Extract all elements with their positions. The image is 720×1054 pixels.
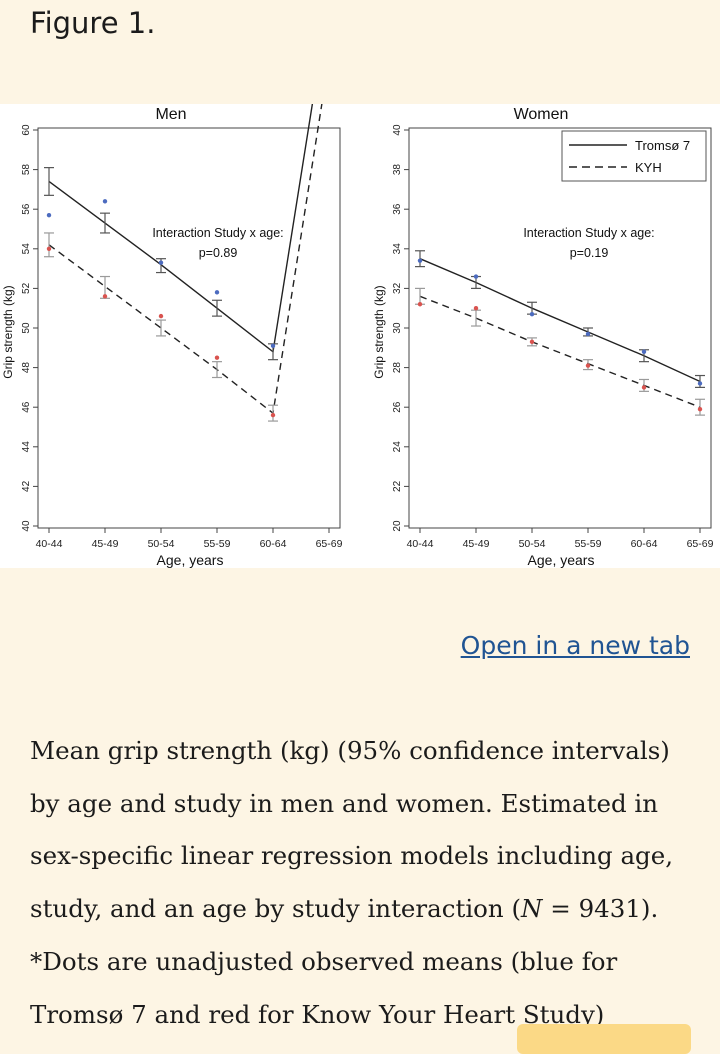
men-series-kyh-observed-dot — [270, 412, 276, 418]
women-x-tick-label: 55-59 — [575, 538, 602, 550]
women-annotation: Interaction Study x age: p=0.19 — [523, 226, 654, 260]
men-y-tick-label: 46 — [21, 401, 32, 413]
figure-caption: Mean grip strength (kg) (95% confidence … — [30, 725, 690, 1041]
open-in-new-tab-link[interactable]: Open in a new tab — [460, 631, 690, 660]
men-series-kyh-line — [48, 104, 323, 415]
men-series-tromso-observed-dot — [46, 212, 52, 218]
men-x-tick-label: 60-64 — [260, 538, 287, 550]
women-y-axis-label: Grip strength (kg) — [372, 285, 386, 378]
men-y-tick-label: 52 — [21, 282, 32, 294]
legend-label-tromso: Tromsø 7 — [635, 138, 690, 153]
women-y-tick-label: 24 — [392, 441, 403, 453]
women-y-tick-label: 30 — [392, 322, 403, 334]
men-y-tick-label: 40 — [21, 520, 32, 532]
women-series-tromso-line — [419, 258, 701, 383]
men-x-axis-label: Age, years — [157, 552, 224, 568]
women-series-kyh-observed-dot — [417, 302, 423, 307]
women-x-axis-label: Age, years — [528, 552, 595, 568]
women-x-tick-label: 50-54 — [519, 538, 546, 550]
men-series-tromso-observed-dot — [102, 199, 108, 204]
men-plot-area: 40 42 44 46 48 50 52 54 56 58 60 40-44 45-49 50-54 55-… — [21, 104, 343, 550]
men-y-tick-label: 56 — [21, 203, 32, 215]
men-series-tromso-observed-dot — [214, 290, 220, 295]
women-y-tick-label: 34 — [392, 243, 403, 255]
men-plot-frame — [37, 127, 341, 529]
women-series-kyh-line — [419, 295, 701, 408]
women-series-tromso-observed-dot — [585, 331, 591, 337]
women-series-kyh-observed-dot — [585, 363, 591, 368]
women-series-kyh-observed-dot — [697, 406, 703, 412]
men-x-tick-label: 55-59 — [204, 538, 231, 550]
men-y-tick-label: 48 — [21, 362, 32, 374]
women-series-tromso-observed-dot — [417, 258, 423, 263]
caption-text-part-2: = 9431). *Dots are unadjusted observed m… — [30, 894, 659, 1029]
men-series-kyh-observed-dot — [214, 355, 220, 360]
men-y-tick-label: 50 — [21, 322, 32, 334]
men-chart: Men Grip strength (kg) Age, years Intera… — [1, 104, 343, 568]
men-series-tromso-line — [48, 104, 314, 354]
men-x-tick-label: 50-54 — [148, 538, 175, 550]
caption-text-part-1: Mean grip strength (kg) (95% confidence … — [30, 736, 674, 924]
men-series-tromso-observed-dot — [158, 260, 164, 265]
women-series-tromso-observed-dot — [641, 349, 647, 354]
women-y-tick-label: 38 — [392, 164, 403, 176]
women-series-kyh-observed-dot — [529, 339, 535, 345]
men-x-tick-label: 65-69 — [316, 538, 343, 550]
women-y-tick-label: 22 — [392, 480, 403, 492]
women-x-tick-label: 65-69 — [687, 538, 714, 550]
legend-label-kyh: KYH — [635, 160, 662, 175]
men-y-tick-label: 42 — [21, 480, 32, 492]
women-x-tick-label: 40-44 — [407, 538, 434, 550]
women-series-kyh-observed-dot — [473, 306, 479, 311]
women-chart-title: Women — [514, 106, 569, 123]
legend-box — [561, 130, 707, 182]
women-annotation-line-1: Interaction Study x age: — [523, 226, 654, 240]
women-y-tick-label: 20 — [392, 520, 403, 532]
men-series-tromso-observed-dot — [270, 343, 276, 349]
women-series-kyh-observed-dot — [641, 385, 647, 390]
men-series-kyh-observed-dot — [46, 246, 52, 251]
chart-legend: Tromsø 7 KYH — [561, 130, 707, 182]
women-plot-frame — [408, 127, 712, 529]
women-series-tromso-observed-dot — [697, 381, 703, 386]
men-y-tick-label: 44 — [21, 441, 32, 453]
figure-image: Men Grip strength (kg) Age, years Intera… — [0, 104, 720, 568]
scroll-to-top-button[interactable] — [517, 1024, 691, 1054]
men-annotation: Interaction Study x age: p=0.89 — [152, 226, 283, 260]
women-series-tromso-observed-dot — [473, 274, 479, 279]
women-y-tick-label: 32 — [392, 282, 403, 294]
men-y-axis-label: Grip strength (kg) — [1, 285, 15, 378]
men-series-kyh-observed-dot — [102, 294, 108, 299]
women-x-tick-label: 60-64 — [631, 538, 658, 550]
women-series-tromso-observed-dot — [529, 311, 535, 317]
figure-chart: Men Grip strength (kg) Age, years Intera… — [1, 104, 714, 568]
men-y-tick-label: 60 — [21, 124, 32, 136]
men-x-tick-label: 40-44 — [36, 538, 63, 550]
caption-n-symbol: N — [521, 894, 543, 924]
women-y-tick-label: 40 — [392, 124, 403, 136]
women-y-tick-label: 36 — [392, 203, 403, 215]
women-x-tick-label: 45-49 — [463, 538, 490, 550]
men-y-tick-label: 58 — [21, 164, 32, 176]
men-y-tick-label: 54 — [21, 243, 32, 255]
figure-title: Figure 1. — [30, 6, 156, 40]
men-annotation-line-1: Interaction Study x age: — [152, 226, 283, 240]
women-y-tick-label: 28 — [392, 362, 403, 374]
men-series-kyh-observed-dot — [158, 313, 164, 319]
women-y-tick-label: 26 — [392, 401, 403, 413]
men-x-tick-label: 45-49 — [92, 538, 119, 550]
men-chart-title: Men — [155, 106, 186, 123]
women-plot-area: 20 22 24 26 28 30 32 34 36 38 40 40-44 45-49 50-54 55-… — [392, 124, 714, 550]
women-chart: Women Grip strength (kg) Age, years Inte… — [372, 106, 714, 568]
men-annotation-line-2: p=0.89 — [199, 246, 238, 260]
women-annotation-line-2: p=0.19 — [570, 246, 609, 260]
